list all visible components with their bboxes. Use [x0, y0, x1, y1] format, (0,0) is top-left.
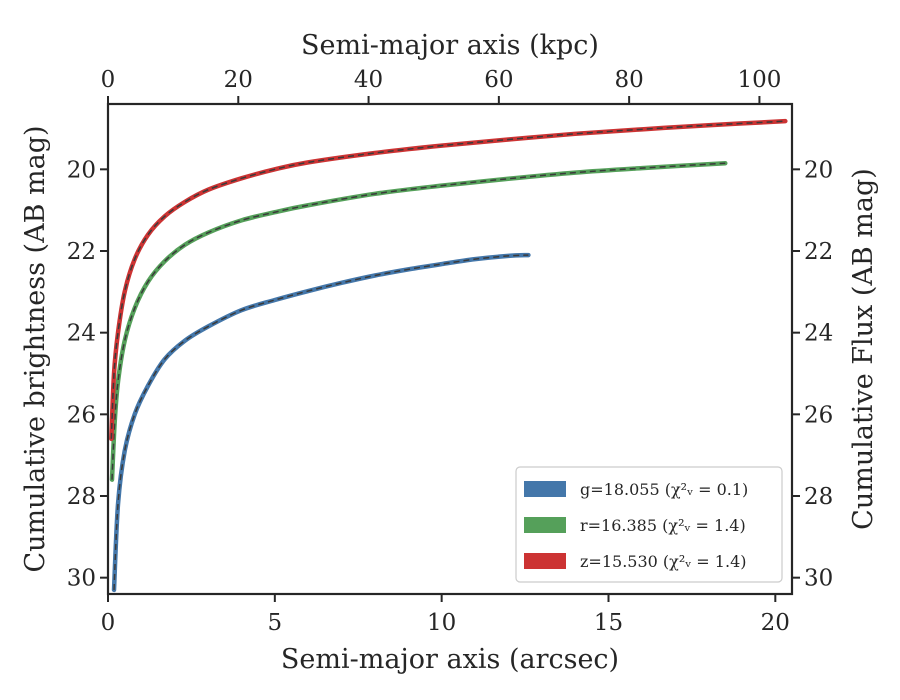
- y-right-tick-label: 24: [804, 321, 833, 347]
- x-tick-label: 20: [761, 610, 790, 636]
- y-tick-label: 30: [67, 566, 96, 592]
- series-line-3: [109, 118, 788, 442]
- x-top-tick-label: 80: [615, 67, 644, 93]
- plot-frame: [106, 102, 794, 596]
- legend-label-2: r=16.385 (χ²ᵥ = 1.4): [580, 516, 746, 535]
- x-top-tick-label: 100: [737, 67, 781, 93]
- legend-swatch-3: [524, 553, 566, 569]
- legend-box: [515, 466, 783, 583]
- series-fit-line-2: [111, 162, 726, 480]
- legend-label-1: g=18.055 (χ²ᵥ = 0.1): [580, 480, 748, 499]
- legend-swatch-2: [524, 517, 566, 533]
- legend-items: g=18.055 (χ²ᵥ = 0.1) r=16.385 (χ²ᵥ = 1.4)…: [524, 480, 748, 571]
- legend: g=18.055 (χ²ᵥ = 0.1) r=16.385 (χ²ᵥ = 1.4)…: [515, 466, 783, 583]
- y-axis-right-title: Cumulative Flux (AB mag): [848, 168, 879, 530]
- y-right-tick-label: 30: [804, 566, 833, 592]
- y-right-tick-label: 28: [804, 484, 833, 510]
- y-tick-label: 28: [67, 484, 96, 510]
- x-axis-top-title: Semi-major axis (kpc): [301, 30, 599, 61]
- x-axis-title: Semi-major axis (arcsec): [281, 644, 619, 675]
- y-right-tick-label: 20: [804, 157, 833, 183]
- series-fit-line-3: [110, 120, 786, 439]
- y-axis-title: Cumulative brightness (AB mag): [20, 125, 51, 572]
- y-tick-label: 22: [67, 239, 96, 265]
- x-tick-label: 5: [268, 610, 283, 636]
- x-tick-label: 0: [101, 610, 116, 636]
- y-tick-label: 20: [67, 157, 96, 183]
- y-tick-label: 26: [67, 402, 96, 428]
- x-top-tick-label: 60: [484, 67, 513, 93]
- axis-ticks: 0 5 10 15 20 0 20 40 60 80 100 20 20 22 22 24 24 26 26 28 28…: [67, 67, 834, 636]
- y-right-tick-label: 22: [804, 239, 833, 265]
- x-tick-label: 10: [427, 610, 456, 636]
- series-fit-line-1: [113, 254, 529, 590]
- x-top-tick-label: 20: [224, 67, 253, 93]
- series-line-1: [111, 252, 531, 593]
- x-tick-label: 15: [594, 610, 623, 636]
- legend-swatch-1: [524, 481, 566, 497]
- x-top-tick-label: 0: [101, 67, 116, 93]
- series-line-2: [109, 160, 728, 482]
- x-top-tick-label: 40: [354, 67, 383, 93]
- series-lines: [109, 118, 788, 593]
- y-tick-label: 24: [67, 321, 96, 347]
- legend-label-3: z=15.530 (χ²ᵥ = 1.4): [580, 552, 746, 571]
- y-right-tick-label: 26: [804, 402, 833, 428]
